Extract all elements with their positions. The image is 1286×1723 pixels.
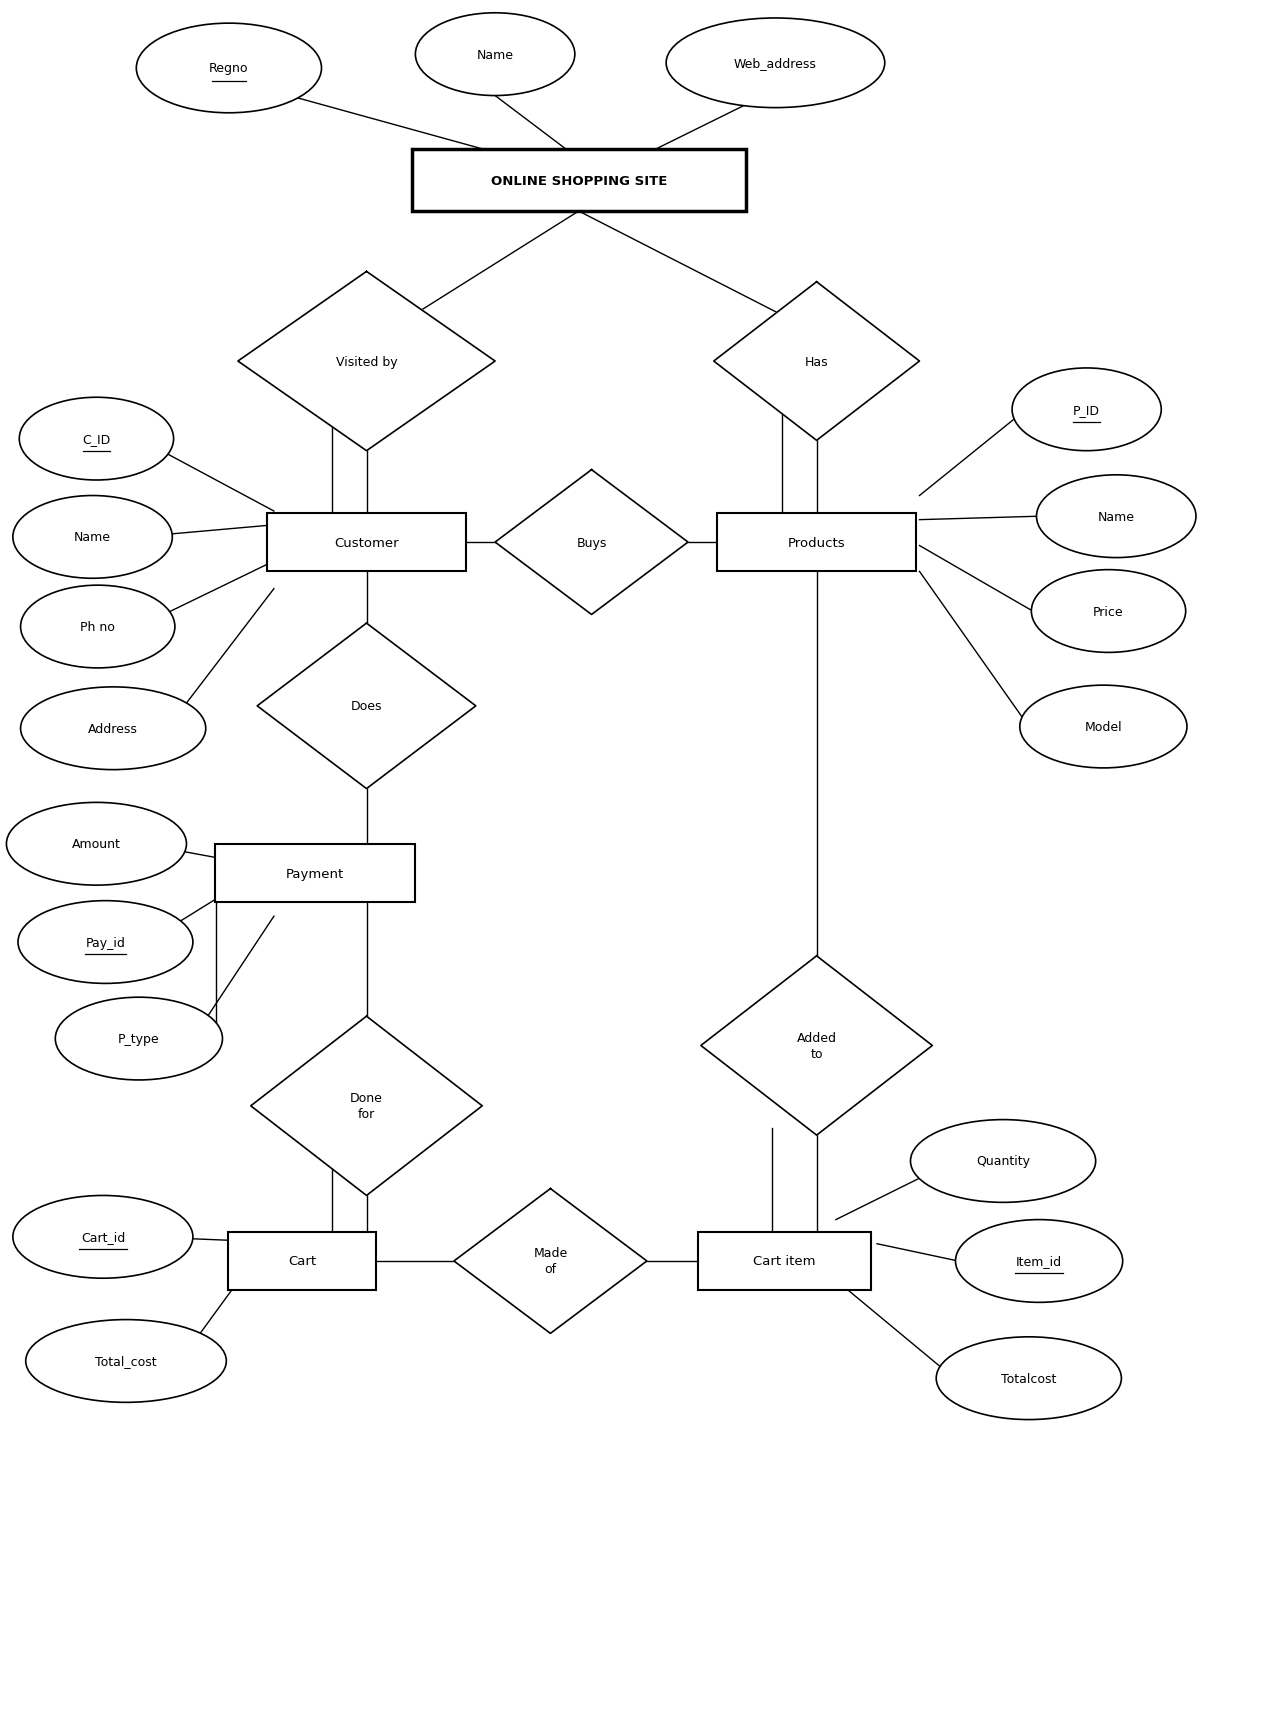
Text: Ph no: Ph no	[80, 620, 116, 634]
Text: Cart_id: Cart_id	[81, 1230, 125, 1244]
Text: Quantity: Quantity	[976, 1154, 1030, 1168]
Text: Price: Price	[1093, 605, 1124, 619]
Ellipse shape	[21, 586, 175, 669]
Ellipse shape	[1037, 476, 1196, 558]
Ellipse shape	[1031, 570, 1186, 653]
FancyBboxPatch shape	[215, 844, 414, 903]
Text: Cart item: Cart item	[754, 1254, 815, 1268]
Text: Name: Name	[477, 48, 513, 62]
Text: Has: Has	[805, 355, 828, 369]
Text: Added
to: Added to	[796, 1032, 837, 1060]
Text: Model: Model	[1084, 720, 1123, 734]
Text: Does: Does	[351, 700, 382, 713]
FancyBboxPatch shape	[267, 513, 466, 572]
Text: Payment: Payment	[285, 867, 345, 880]
Ellipse shape	[13, 1196, 193, 1278]
Ellipse shape	[936, 1337, 1121, 1420]
Ellipse shape	[1012, 369, 1161, 451]
Text: Pay_id: Pay_id	[85, 936, 126, 949]
Text: Web_address: Web_address	[734, 57, 817, 71]
Text: Name: Name	[75, 531, 111, 544]
Ellipse shape	[955, 1220, 1123, 1303]
FancyBboxPatch shape	[697, 1232, 872, 1291]
Text: Customer: Customer	[334, 536, 399, 550]
Text: Visited by: Visited by	[336, 355, 397, 369]
Text: Name: Name	[1098, 510, 1134, 524]
Polygon shape	[454, 1189, 647, 1334]
Text: Buys: Buys	[576, 536, 607, 550]
Text: P_type: P_type	[118, 1032, 159, 1046]
Ellipse shape	[26, 1320, 226, 1403]
Text: Done
for: Done for	[350, 1092, 383, 1120]
Polygon shape	[495, 470, 688, 615]
Ellipse shape	[6, 803, 186, 886]
Ellipse shape	[55, 998, 222, 1080]
Ellipse shape	[415, 14, 575, 96]
Text: C_ID: C_ID	[82, 432, 111, 446]
FancyBboxPatch shape	[718, 513, 916, 572]
Ellipse shape	[1020, 686, 1187, 768]
Text: Cart: Cart	[288, 1254, 316, 1268]
Polygon shape	[251, 1017, 482, 1196]
FancyBboxPatch shape	[229, 1232, 376, 1291]
FancyBboxPatch shape	[412, 150, 746, 212]
Text: Total_cost: Total_cost	[95, 1354, 157, 1368]
Ellipse shape	[666, 19, 885, 109]
Text: Item_id: Item_id	[1016, 1254, 1062, 1268]
Text: Made
of: Made of	[534, 1247, 567, 1275]
Text: Address: Address	[89, 722, 138, 736]
Ellipse shape	[19, 398, 174, 481]
Text: Amount: Amount	[72, 837, 121, 851]
Ellipse shape	[136, 24, 322, 114]
Ellipse shape	[910, 1120, 1096, 1203]
Polygon shape	[238, 272, 495, 451]
Polygon shape	[257, 624, 476, 789]
Ellipse shape	[21, 687, 206, 770]
Polygon shape	[701, 956, 932, 1135]
Text: P_ID: P_ID	[1074, 403, 1100, 417]
Ellipse shape	[13, 496, 172, 579]
Text: Totalcost: Totalcost	[1001, 1372, 1057, 1385]
Ellipse shape	[18, 901, 193, 984]
Text: Regno: Regno	[210, 62, 248, 76]
Text: Products: Products	[788, 536, 845, 550]
Text: ONLINE SHOPPING SITE: ONLINE SHOPPING SITE	[490, 174, 667, 188]
Polygon shape	[714, 283, 919, 441]
